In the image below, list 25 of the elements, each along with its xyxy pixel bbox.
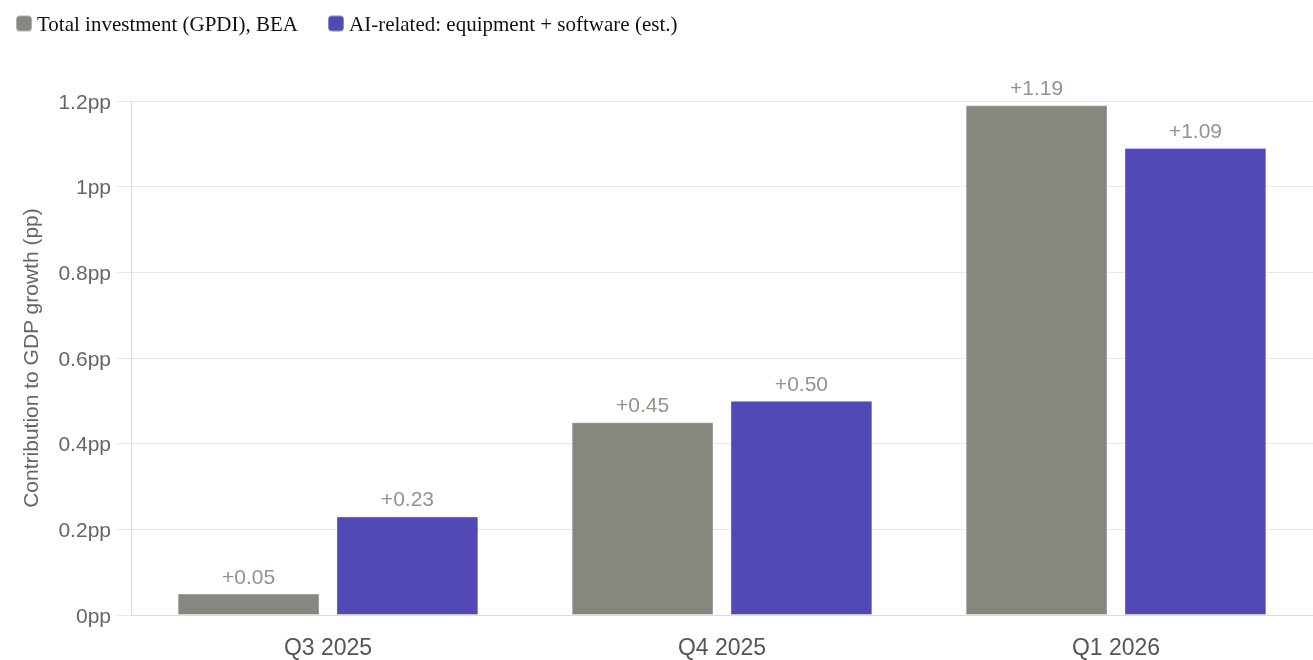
bar	[177, 593, 320, 615]
data-label: +1.19	[1010, 76, 1064, 100]
y-tick-label: 0.4pp	[58, 432, 111, 456]
y-axis-title: Contribution to GDP growth (pp)	[19, 208, 42, 508]
legend-label: AI-related: equipment + software (est.)	[348, 11, 678, 36]
y-tick-label: 0.6pp	[58, 346, 111, 370]
x-tick-label: Q1 2026	[1071, 633, 1161, 660]
data-label: +0.23	[380, 487, 434, 511]
y-tick-label: 0.8pp	[58, 260, 111, 284]
bar	[965, 105, 1108, 615]
x-tick-label: Q3 2025	[283, 633, 373, 660]
bar	[336, 516, 479, 615]
bar	[730, 400, 873, 615]
x-tick-label: Q4 2025	[677, 633, 767, 660]
legend-label: Total investment (GPDI), BEA	[37, 11, 299, 36]
y-tick-label: 1pp	[75, 175, 111, 199]
bar	[571, 422, 714, 615]
data-label: +0.05	[222, 564, 276, 588]
bar	[1124, 148, 1267, 615]
data-label: +1.09	[1168, 119, 1222, 143]
data-label: +0.45	[616, 393, 670, 417]
y-tick-label: 0.2pp	[58, 517, 111, 541]
data-label: +0.50	[774, 371, 828, 395]
y-tick-label: 1.2pp	[58, 89, 111, 113]
y-tick-label: 0pp	[75, 603, 111, 627]
